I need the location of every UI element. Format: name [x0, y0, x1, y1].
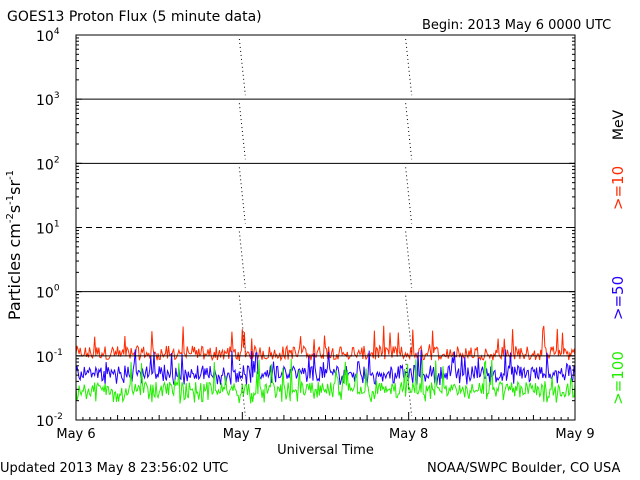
x-tick-label: May 9 — [555, 427, 594, 442]
series-line — [75, 349, 576, 386]
series-line — [75, 325, 576, 362]
credit-text: NOAA/SWPC Boulder, CO USA — [427, 461, 621, 476]
legend-series-label: >=100 — [609, 351, 627, 405]
x-tick-label: May 7 — [223, 427, 262, 442]
day-boundary-ticks — [405, 103, 413, 160]
y-tick-label: 100 — [36, 284, 60, 302]
y-tick-label: 10-2 — [36, 412, 63, 430]
x-axis-label: Universal Time — [277, 443, 374, 458]
y-tick-label: 102 — [36, 155, 60, 173]
day-boundary-ticks — [238, 359, 246, 417]
updated-timestamp: Updated 2013 May 8 23:56:02 UTC — [0, 461, 229, 476]
day-boundary-ticks — [238, 167, 246, 224]
legend-series-label: >=50 — [609, 276, 627, 320]
legend-unit-label: MeV — [611, 109, 627, 140]
x-tick-label: May 6 — [56, 427, 95, 442]
legend-series-label: >=10 — [609, 166, 627, 210]
y-tick-label: 101 — [36, 220, 60, 238]
series-line — [75, 358, 576, 404]
y-tick-label: 103 — [36, 91, 60, 109]
x-tick-label: May 8 — [389, 427, 428, 442]
y-tick-label: 104 — [36, 27, 60, 45]
begin-date: Begin: 2013 May 6 0000 UTC — [422, 18, 612, 33]
day-boundary-ticks — [405, 231, 413, 288]
day-boundary-ticks — [238, 231, 246, 288]
day-boundary-ticks — [405, 359, 413, 417]
y-tick-label: 10-1 — [36, 348, 63, 366]
day-boundary-ticks — [238, 38, 246, 96]
day-boundary-ticks — [238, 295, 246, 352]
day-boundary-ticks — [238, 103, 246, 160]
day-boundary-ticks — [405, 38, 413, 96]
day-boundary-ticks — [405, 167, 413, 224]
chart-title: GOES13 Proton Flux (5 minute data) — [7, 9, 262, 25]
day-boundary-ticks — [405, 295, 413, 352]
y-axis-label: Particles cm-2s-1sr-1 — [5, 170, 24, 320]
